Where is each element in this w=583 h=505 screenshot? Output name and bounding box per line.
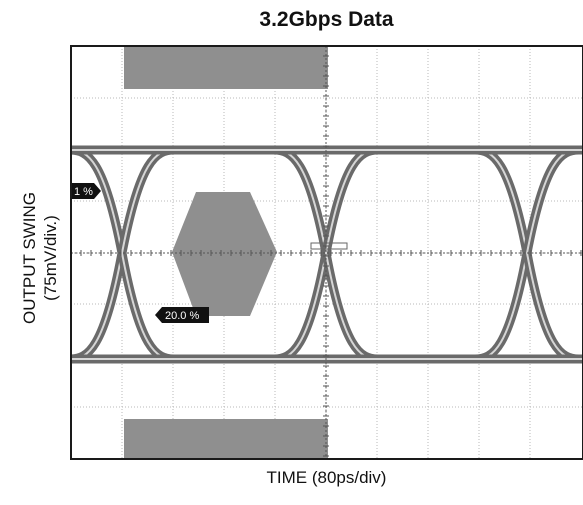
lower-percent-marker-badge (155, 307, 209, 323)
markers: 1 % 20.0 % (71, 183, 209, 323)
left-percent-marker-badge (71, 183, 101, 199)
mask-center-hexagon (172, 192, 277, 316)
eye-mask (124, 46, 328, 459)
plot-frame (70, 45, 583, 460)
x-axis-label: TIME (80ps/div) (266, 468, 387, 487)
lower-percent-marker: 20.0 % (165, 310, 199, 322)
chart-title: 3.2Gbps Data (259, 8, 394, 31)
mask-bottom-region (124, 419, 328, 459)
left-percent-marker: 1 % (74, 186, 93, 198)
cursor-box (310, 242, 348, 250)
center-axes (71, 46, 583, 459)
mask-top-region (124, 46, 328, 89)
